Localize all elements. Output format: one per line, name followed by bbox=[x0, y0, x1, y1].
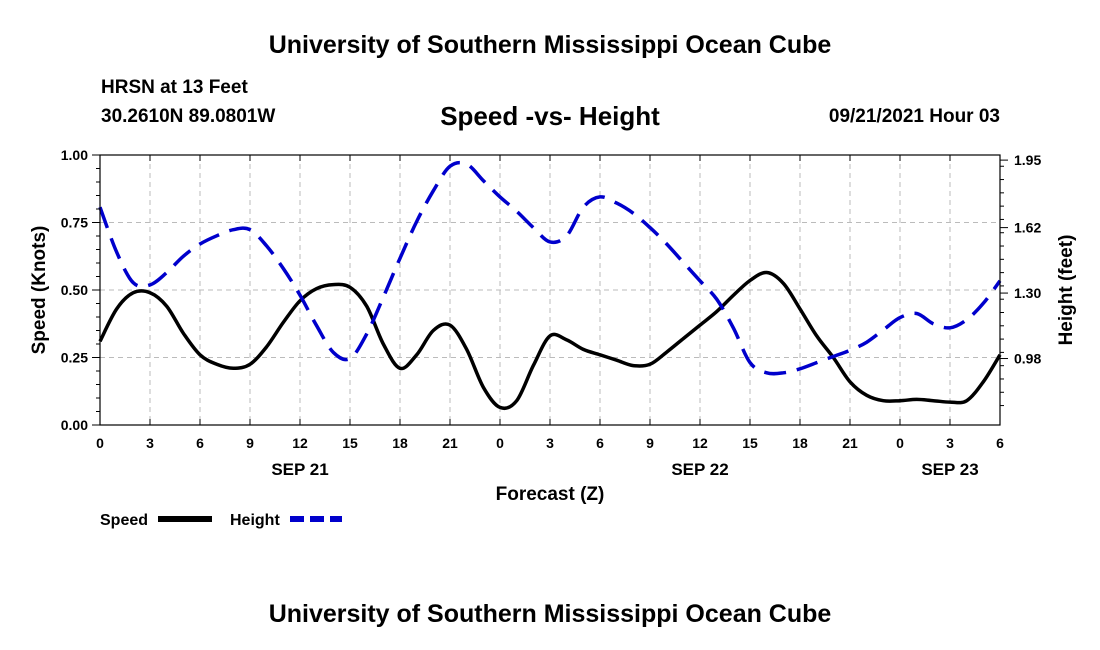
y-axis-title: Speed (Knots) bbox=[29, 226, 50, 355]
height-series-line bbox=[98, 160, 1002, 376]
x-tick-label: 18 bbox=[792, 435, 808, 451]
x-tick-label: 15 bbox=[742, 435, 758, 451]
grid-lines bbox=[100, 155, 1000, 425]
x-tick-label: 9 bbox=[646, 435, 654, 451]
x-tick-label: 15 bbox=[342, 435, 358, 451]
y-tick-label: 1.00 bbox=[61, 147, 88, 163]
y2-tick-label: 1.30 bbox=[1014, 285, 1041, 301]
x-tick-label: 6 bbox=[996, 435, 1004, 451]
date-label: SEP 21 bbox=[271, 460, 328, 479]
y-tick-label: 0.00 bbox=[61, 417, 88, 433]
station-label: HRSN at 13 Feet bbox=[101, 77, 248, 98]
x-tick-label: 3 bbox=[546, 435, 554, 451]
x-tick-label: 9 bbox=[246, 435, 254, 451]
date-label: SEP 23 bbox=[921, 460, 978, 479]
x-tick-label: 18 bbox=[392, 435, 408, 451]
legend-label-height: Height bbox=[230, 512, 280, 529]
chart-title: Speed -vs- Height bbox=[440, 101, 660, 131]
x-tick-label: 21 bbox=[842, 435, 858, 451]
y2-tick-label: 0.98 bbox=[1014, 351, 1041, 367]
y-tick-label: 0.50 bbox=[61, 282, 88, 298]
x-tick-label: 6 bbox=[196, 435, 204, 451]
x-tick-label: 12 bbox=[692, 435, 708, 451]
x-tick-label: 3 bbox=[946, 435, 954, 451]
y-tick-label: 0.25 bbox=[61, 350, 88, 366]
y2-tick-label: 1.95 bbox=[1014, 152, 1041, 168]
y2-axis-title: Height (feet) bbox=[1056, 235, 1077, 346]
date-label: SEP 22 bbox=[671, 460, 728, 479]
x-tick-label: 3 bbox=[146, 435, 154, 451]
speed-series-line bbox=[98, 270, 1002, 411]
series-layer bbox=[98, 160, 1002, 411]
x-tick-label: 0 bbox=[96, 435, 104, 451]
date-label: 09/21/2021 Hour 03 bbox=[828, 106, 1000, 127]
footer-title: University of Southern Mississippi Ocean… bbox=[268, 600, 832, 628]
x-tick-label: 12 bbox=[292, 435, 308, 451]
axes: 0 3 6 9 12 15 18 21 0 3 6 9 12 15 18 21 0 3 6 0.00 0.25 0.50 0… bbox=[29, 147, 1077, 505]
x-tick-label: 21 bbox=[442, 435, 458, 451]
x-axis-title: Forecast (Z) bbox=[496, 484, 605, 505]
legend-label-speed: Speed bbox=[100, 512, 148, 529]
x-tick-label: 0 bbox=[896, 435, 904, 451]
y-tick-label: 0.75 bbox=[61, 215, 88, 231]
page-title: University of Southern Mississippi Ocean… bbox=[268, 31, 832, 59]
x-tick-label: 0 bbox=[496, 435, 504, 451]
coordinates-label: 30.2610N 89.0801W bbox=[101, 106, 276, 127]
x-tick-label: 6 bbox=[596, 435, 604, 451]
legend: Speed Height bbox=[100, 512, 342, 529]
y2-tick-label: 1.62 bbox=[1014, 220, 1041, 236]
